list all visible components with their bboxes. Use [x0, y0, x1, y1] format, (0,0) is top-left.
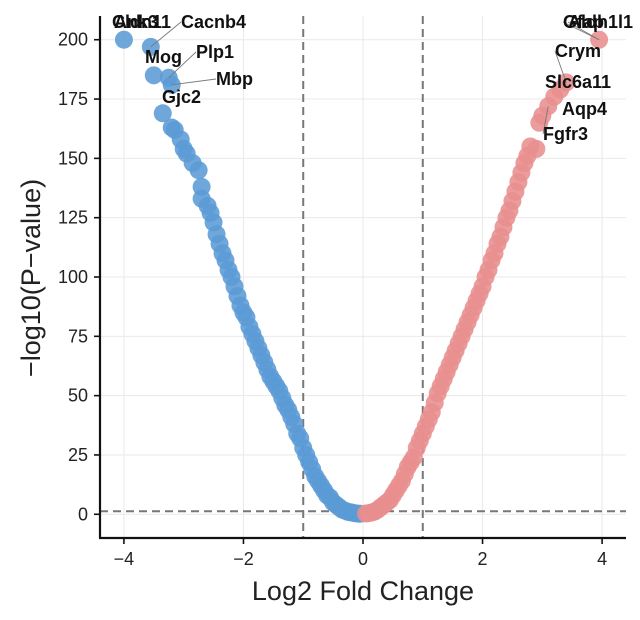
axis-ticks: −4 −2 0 2 4 0 25 50 75 100 125 150 175 200: [58, 30, 607, 569]
y-tick-label: 75: [68, 326, 88, 346]
gene-label: Fgfr3: [543, 124, 588, 144]
data-point-down: [114, 30, 133, 49]
gene-label: Aqp4: [562, 99, 607, 119]
gene-label: Gfap: [563, 12, 604, 32]
leader-line: [168, 51, 197, 79]
data-point-up: [527, 139, 546, 158]
y-tick-label: 175: [58, 89, 88, 109]
x-tick-label: −2: [233, 549, 254, 569]
label-leader-lines: [150, 21, 600, 135]
y-axis-title: −log10(P−value): [16, 179, 46, 377]
leader-line: [554, 50, 567, 83]
gene-label: Mbp: [216, 69, 253, 89]
y-tick-label: 50: [68, 386, 88, 406]
y-tick-label: 150: [58, 148, 88, 168]
data-point-down: [153, 104, 172, 123]
data-point-down: [189, 161, 208, 180]
leader-line: [171, 78, 217, 86]
gene-label: Ank3: [114, 12, 158, 32]
y-tick-label: 0: [78, 504, 88, 524]
data-point-down: [144, 66, 163, 85]
x-tick-label: −4: [114, 549, 135, 569]
y-tick-label: 100: [58, 267, 88, 287]
gene-label: Gjc2: [162, 87, 201, 107]
gene-label: Cacnb4: [181, 12, 246, 32]
data-points: [114, 30, 609, 523]
y-tick-label: 125: [58, 208, 88, 228]
gene-label: Cldn11: [112, 12, 171, 32]
leader-line: [567, 21, 600, 41]
gene-label: Slc6a11: [545, 72, 611, 92]
gene-label: Mog: [145, 47, 182, 67]
gene-label: Aldh1l1: [568, 12, 633, 32]
gene-label: Plp1: [196, 42, 234, 62]
leader-line: [150, 21, 182, 48]
x-tick-label: 2: [478, 549, 488, 569]
x-axis-title: Log2 Fold Change: [252, 576, 474, 606]
x-tick-label: 4: [597, 549, 607, 569]
x-tick-label: 0: [358, 549, 368, 569]
y-tick-label: 200: [58, 30, 88, 50]
leader-line: [542, 106, 549, 135]
gene-label: Crym: [555, 41, 601, 61]
y-tick-label: 25: [68, 445, 88, 465]
